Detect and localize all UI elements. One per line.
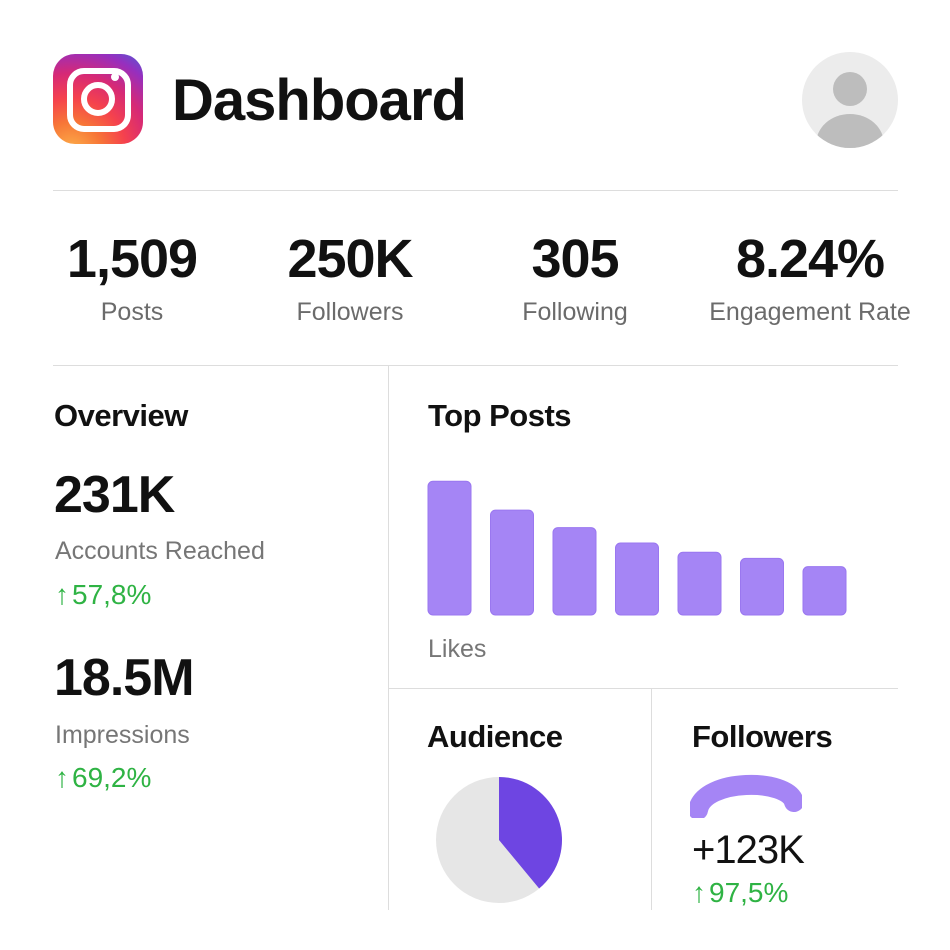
audience-title: Audience bbox=[427, 719, 563, 754]
stat-followers-value: 250K bbox=[287, 229, 413, 289]
stat-posts-value: 1,509 bbox=[66, 229, 198, 289]
page-title: Dashboard bbox=[172, 68, 467, 133]
stat-engagement-label: Engagement Rate bbox=[709, 298, 911, 326]
column-divider bbox=[388, 365, 389, 910]
stat-following-label: Following bbox=[522, 298, 628, 326]
stat-posts-label: Posts bbox=[100, 298, 164, 326]
right-panel-divider bbox=[389, 688, 898, 689]
stat-engagement-value: 8.24% bbox=[735, 229, 885, 289]
top-post-bar[interactable] bbox=[677, 551, 722, 616]
impressions-value: 18.5M bbox=[54, 649, 195, 707]
reach-label: Accounts Reached bbox=[55, 537, 265, 565]
stat-posts: 1,509 Posts bbox=[32, 226, 232, 328]
arrow-up-icon: ↑ bbox=[55, 579, 69, 610]
followers-sparkline bbox=[690, 775, 802, 818]
user-avatar-icon[interactable] bbox=[802, 52, 898, 148]
impressions-delta: ↑ 69,2% bbox=[55, 761, 151, 795]
stat-engagement-rate: 8.24% Engagement Rate bbox=[690, 226, 930, 328]
impressions-label: Impressions bbox=[55, 721, 190, 749]
reach-delta-value: 57,8% bbox=[72, 579, 152, 610]
top-post-bar[interactable] bbox=[552, 527, 597, 616]
audience-pie-chart bbox=[436, 777, 562, 903]
instagram-logo-icon bbox=[53, 54, 143, 144]
arrow-up-icon: ↑ bbox=[692, 877, 706, 908]
reach-value: 231K bbox=[54, 466, 175, 524]
stats-divider bbox=[53, 365, 898, 366]
bottom-cards-divider bbox=[651, 688, 652, 910]
followers-card-title: Followers bbox=[692, 719, 833, 754]
top-posts-bar-chart bbox=[427, 480, 847, 616]
impressions-delta-value: 69,2% bbox=[72, 762, 152, 793]
followers-delta-value: 97,5% bbox=[709, 877, 789, 908]
stat-followers-label: Followers bbox=[296, 298, 404, 326]
reach-delta: ↑ 57,8% bbox=[55, 578, 151, 612]
top-post-bar[interactable] bbox=[427, 480, 472, 616]
arrow-up-icon: ↑ bbox=[55, 762, 69, 793]
top-post-bar[interactable] bbox=[615, 542, 659, 616]
followers-delta: ↑ 97,5% bbox=[692, 876, 788, 910]
header-divider bbox=[53, 190, 898, 191]
stat-following: 305 Following bbox=[475, 226, 675, 328]
stat-followers: 250K Followers bbox=[250, 226, 450, 328]
pie-slice-primary bbox=[499, 777, 562, 889]
overview-title: Overview bbox=[54, 398, 188, 433]
top-post-bar[interactable] bbox=[802, 566, 847, 616]
stat-following-value: 305 bbox=[531, 229, 619, 289]
top-posts-title: Top Posts bbox=[428, 398, 572, 433]
top-post-bar[interactable] bbox=[740, 557, 784, 616]
likes-axis-label: Likes bbox=[428, 635, 487, 663]
top-post-bar[interactable] bbox=[490, 509, 534, 616]
followers-gain-value: +123K bbox=[692, 828, 805, 872]
